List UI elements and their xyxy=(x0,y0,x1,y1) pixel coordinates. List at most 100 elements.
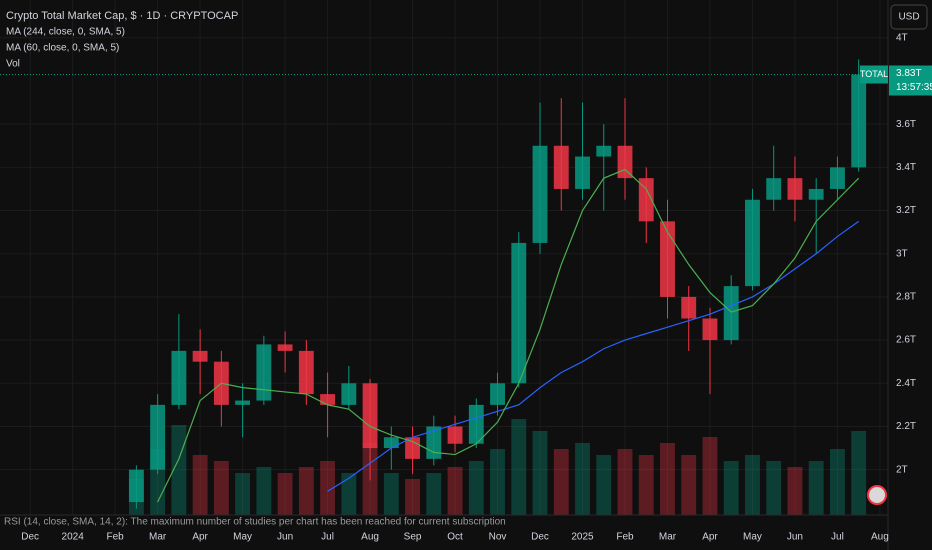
y-tick-label: 3.2T xyxy=(896,205,916,216)
candle-body xyxy=(192,350,208,362)
volume-bar xyxy=(256,467,272,515)
volume-bar xyxy=(723,461,739,515)
currency-label[interactable]: USD xyxy=(898,12,919,23)
countdown-label: 13:57:35 xyxy=(896,82,932,93)
candle-body xyxy=(298,350,314,395)
y-tick-label: 2T xyxy=(896,464,908,475)
candle-body xyxy=(553,145,569,189)
volume-bar xyxy=(553,449,569,515)
chart-title: Crypto Total Market Cap, $ · 1D · CRYPTO… xyxy=(6,10,238,22)
y-tick-label: 2.2T xyxy=(896,421,916,432)
volume-bar xyxy=(851,431,867,515)
x-tick-label: 2025 xyxy=(571,532,594,543)
y-tick-label: 2.4T xyxy=(896,378,916,389)
ma-line xyxy=(327,220,860,492)
candle-body xyxy=(596,145,612,157)
volume-bar xyxy=(596,455,612,515)
flag-icon[interactable] xyxy=(867,485,887,505)
axes-layer: 2T 2.2T 2.4T 2.6T 2.8T 3T 3.2T 3.4T 3.6T 4T Dec 202… xyxy=(21,32,916,542)
plot-layer xyxy=(0,59,888,509)
candle-body xyxy=(638,178,654,222)
candle-body xyxy=(128,469,144,503)
y-tick-label: 3.4T xyxy=(896,162,916,173)
x-tick-label: Feb xyxy=(616,532,634,543)
candle-body xyxy=(150,404,166,470)
volume-layer xyxy=(128,419,867,515)
candle-body xyxy=(532,145,548,243)
candle-body xyxy=(277,344,293,351)
volume-bar xyxy=(213,461,229,515)
volume-bar xyxy=(468,461,484,515)
legend-entry: MA (60, close, 0, SMA, 5) xyxy=(6,43,119,54)
x-tick-label: 2024 xyxy=(62,532,85,543)
last-price-label: 3.83T xyxy=(896,68,922,79)
x-tick-label: Jun xyxy=(277,532,293,543)
volume-bar xyxy=(766,461,782,515)
volume-bar xyxy=(320,461,336,515)
last-price-badge: TOTAL 3.83T 13:57:35 xyxy=(860,65,932,96)
candle-body xyxy=(341,383,357,405)
currency-button[interactable] xyxy=(890,4,928,30)
volume-bar xyxy=(298,467,314,515)
candle-body xyxy=(468,404,484,444)
candle-body xyxy=(171,350,187,405)
volume-bar xyxy=(830,449,845,515)
volume-bar xyxy=(192,455,208,515)
candle-body xyxy=(575,156,590,189)
candle-body xyxy=(766,178,782,200)
candle-body xyxy=(383,437,399,449)
candle-body xyxy=(851,74,867,168)
legend-entry: MA (244, close, 0, SMA, 5) xyxy=(6,27,125,38)
volume-bar xyxy=(787,467,803,515)
x-tick-label: Mar xyxy=(149,532,167,543)
candle-body xyxy=(235,400,251,405)
symbol-badge xyxy=(860,65,888,84)
candle-body xyxy=(745,199,760,287)
volume-bar xyxy=(638,455,654,515)
x-tick-label: May xyxy=(233,532,252,543)
candle-body xyxy=(660,221,675,297)
candle-body xyxy=(830,167,845,189)
candle-body xyxy=(617,145,633,179)
y-tick-label: 4T xyxy=(896,32,908,43)
candle-body xyxy=(405,437,420,459)
volume-bar xyxy=(617,449,633,515)
y-tick-label: 3.6T xyxy=(896,119,916,130)
x-tick-label: Dec xyxy=(21,532,39,543)
price-badge xyxy=(889,65,932,96)
candle-body xyxy=(787,178,803,200)
x-tick-label: Aug xyxy=(361,532,379,543)
candle-body xyxy=(320,394,336,405)
volume-bar xyxy=(745,455,760,515)
x-tick-label: Jun xyxy=(787,532,803,543)
x-tick-label: Oct xyxy=(447,532,463,543)
candle-body xyxy=(702,318,718,341)
volume-bar xyxy=(660,443,675,515)
candle-body xyxy=(362,383,378,449)
candle-body xyxy=(808,188,824,200)
y-tick-label: 3T xyxy=(896,248,908,259)
legend-entry: Vol xyxy=(6,59,20,70)
x-tick-label: Jul xyxy=(321,532,334,543)
volume-bar xyxy=(532,431,548,515)
y-tick-label: 2.8T xyxy=(896,292,916,303)
volume-bar xyxy=(681,455,697,515)
y-tick-label: 2.6T xyxy=(896,335,916,346)
volume-bar xyxy=(383,473,399,515)
x-tick-label: Dec xyxy=(531,532,549,543)
ma-line xyxy=(157,168,860,503)
volume-bar xyxy=(808,461,824,515)
candle-body xyxy=(256,344,272,401)
x-tick-label: May xyxy=(743,532,762,543)
volume-bar xyxy=(426,473,442,515)
symbol-label: TOTAL xyxy=(860,69,888,79)
x-tick-label: Jul xyxy=(831,532,844,543)
x-tick-label: Mar xyxy=(659,532,677,543)
notice: RSI (14, close, SMA, 14, 2): The maximum… xyxy=(4,517,506,528)
candle-body xyxy=(447,426,463,444)
candle-body xyxy=(511,242,527,384)
volume-bar xyxy=(405,479,420,515)
x-tick-label: Aug xyxy=(871,532,889,543)
volume-bar xyxy=(511,419,527,515)
candle-body xyxy=(681,296,697,319)
